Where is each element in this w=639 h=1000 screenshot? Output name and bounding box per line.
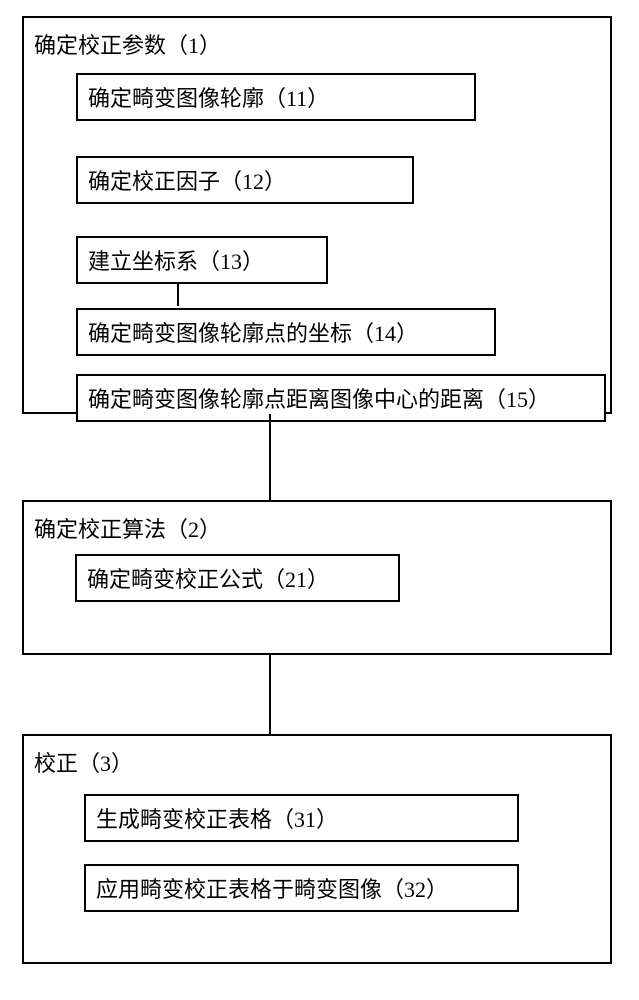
step-32-label: 应用畸变校正表格于畸变图像（32）: [96, 872, 448, 904]
step-12-box: 确定校正因子（12）: [76, 156, 414, 204]
group-3-title-text: 校正（3）: [34, 751, 133, 776]
step-31-box: 生成畸变校正表格（31）: [84, 794, 519, 842]
step-15-label: 确定畸变图像轮廓点距离图像中心的距离（15）: [88, 382, 550, 414]
connector-g2-g3: [268, 655, 276, 734]
step-13-label: 建立坐标系（13）: [88, 244, 264, 276]
step-15-box: 确定畸变图像轮廓点距离图像中心的距离（15）: [76, 374, 606, 422]
group-3-title: 校正（3）: [34, 746, 133, 778]
group-2-box: 确定校正算法（2） 确定畸变校正公式（21）: [22, 500, 612, 655]
group-1-title-text: 确定校正参数（1）: [34, 33, 221, 58]
group-2-title-text: 确定校正算法（2）: [34, 517, 221, 542]
connector-13-14: [176, 284, 184, 306]
step-32-box: 应用畸变校正表格于畸变图像（32）: [84, 864, 519, 912]
step-12-label: 确定校正因子（12）: [88, 164, 286, 196]
step-31-label: 生成畸变校正表格（31）: [96, 802, 338, 834]
group-3-box: 校正（3） 生成畸变校正表格（31） 应用畸变校正表格于畸变图像（32）: [22, 734, 612, 964]
connector-g1-g2: [268, 414, 276, 500]
step-11-label: 确定畸变图像轮廓（11）: [88, 81, 329, 113]
step-14-box: 确定畸变图像轮廓点的坐标（14）: [76, 308, 496, 356]
group-1-title: 确定校正参数（1）: [34, 28, 221, 60]
group-2-title: 确定校正算法（2）: [34, 512, 221, 544]
step-11-box: 确定畸变图像轮廓（11）: [76, 73, 476, 121]
step-21-label: 确定畸变校正公式（21）: [87, 562, 329, 594]
step-14-label: 确定畸变图像轮廓点的坐标（14）: [88, 316, 418, 348]
step-21-box: 确定畸变校正公式（21）: [75, 554, 400, 602]
step-13-box: 建立坐标系（13）: [76, 236, 328, 284]
group-1-box: 确定校正参数（1） 确定畸变图像轮廓（11） 确定校正因子（12） 建立坐标系（…: [22, 16, 612, 414]
